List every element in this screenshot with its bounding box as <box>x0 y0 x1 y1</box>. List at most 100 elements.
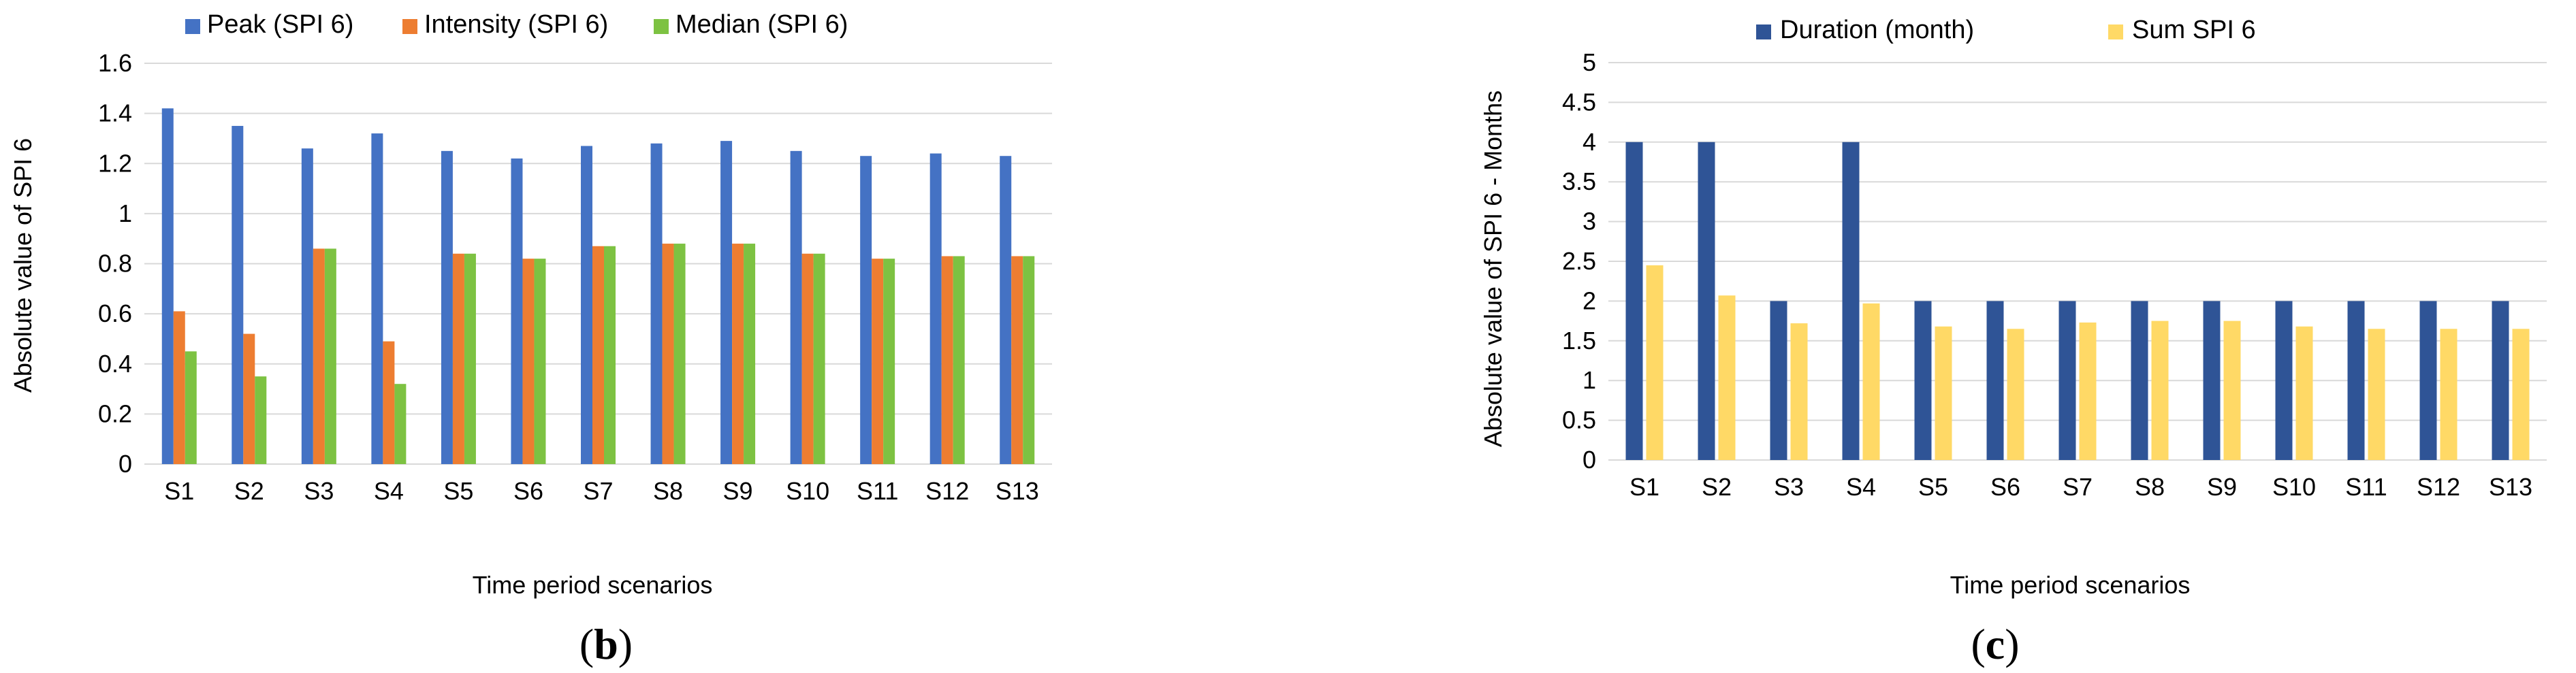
y-tick-label: 4.5 <box>1562 88 1596 116</box>
chart-b-legend: Peak (SPI 6) Intensity (SPI 6) Median (SPI… <box>185 10 848 39</box>
x-tick-label: S9 <box>2207 473 2237 501</box>
bar-sum-spi-6-s7 <box>2079 322 2097 460</box>
x-tick-label: S7 <box>583 477 613 505</box>
bar-peak-spi-6-s7 <box>581 146 592 464</box>
bar-sum-spi-6-s9 <box>2223 321 2241 460</box>
bar-median-spi-6-s1 <box>185 351 197 464</box>
bar-median-spi-6-s5 <box>464 253 476 464</box>
bar-intensity-spi-6-s7 <box>592 246 604 464</box>
bar-sum-spi-6-s5 <box>1935 326 1952 460</box>
bar-peak-spi-6-s10 <box>790 150 802 464</box>
x-tick-label: S12 <box>2417 473 2460 501</box>
bar-median-spi-6-s9 <box>744 244 756 464</box>
bar-sum-spi-6-s1 <box>1646 265 1664 460</box>
y-tick-label: 1 <box>1583 366 1596 394</box>
bar-intensity-spi-6-s8 <box>662 244 674 464</box>
chart-c-y-tick-labels: 0 0.5 1 1.5 2 2.5 3 3.5 4 4.5 5 <box>1562 48 1596 474</box>
bar-intensity-spi-6-s2 <box>243 333 255 464</box>
bar-duration-month-s9 <box>2203 301 2221 460</box>
y-tick-label: 1 <box>118 199 132 227</box>
bar-sum-spi-6-s4 <box>1862 303 1880 460</box>
x-tick-label: S7 <box>2063 473 2093 501</box>
bar-median-spi-6-s2 <box>255 376 267 464</box>
bar-median-spi-6-s11 <box>883 259 895 464</box>
chart-c-x-tick-labels: S1 S2 S3 S4 S5 S6 S7 S8 S9 S10 S11 S12 S13 <box>1629 473 2532 501</box>
x-tick-label: S2 <box>1702 473 1732 501</box>
bar-duration-month-s4 <box>1842 142 1860 461</box>
chart-b-bars <box>161 108 1035 465</box>
bar-sum-spi-6-s10 <box>2295 326 2313 460</box>
bar-median-spi-6-s7 <box>604 246 616 464</box>
bar-peak-spi-6-s12 <box>929 153 942 464</box>
bar-peak-spi-6-s2 <box>232 126 244 464</box>
chart-c-gridlines <box>1608 62 2547 461</box>
bar-peak-spi-6-s5 <box>441 150 453 464</box>
x-tick-label: S3 <box>304 477 334 505</box>
legend-label: Duration (month) <box>1780 16 1974 44</box>
y-tick-label: 0.4 <box>98 350 132 378</box>
chart-c-x-axis-title: Time period scenarios <box>1950 571 2191 599</box>
legend-swatch <box>1756 24 1771 39</box>
bar-intensity-spi-6-s6 <box>522 259 535 464</box>
bar-duration-month-s8 <box>2131 301 2148 460</box>
bar-peak-spi-6-s1 <box>161 108 174 464</box>
x-tick-label: S11 <box>2345 473 2387 501</box>
legend-label: Intensity (SPI 6) <box>424 10 608 39</box>
y-tick-label: 0 <box>118 450 132 478</box>
legend-swatch <box>654 19 669 34</box>
bar-intensity-spi-6-s10 <box>801 253 814 464</box>
y-tick-label: 0 <box>1583 446 1596 474</box>
bar-duration-month-s3 <box>1770 301 1787 460</box>
legend-swatch <box>402 19 417 34</box>
bar-intensity-spi-6-s5 <box>452 253 464 464</box>
legend-label: Peak (SPI 6) <box>207 10 353 39</box>
y-tick-label: 0.2 <box>98 399 132 427</box>
y-tick-label: 0.5 <box>1562 406 1596 434</box>
bar-duration-month-s13 <box>2492 301 2509 460</box>
y-tick-label: 2.5 <box>1562 247 1596 275</box>
x-tick-label: S9 <box>723 477 753 505</box>
chart-b-x-axis-title: Time period scenarios <box>473 571 713 599</box>
bar-duration-month-s5 <box>1914 301 1932 460</box>
y-tick-label: 0.8 <box>98 250 132 278</box>
x-tick-label: S10 <box>2272 473 2316 501</box>
y-tick-label: 4 <box>1583 128 1596 156</box>
bar-peak-spi-6-s6 <box>511 158 523 464</box>
chart-c-bars <box>1625 142 2530 461</box>
bar-duration-month-s1 <box>1625 142 1643 461</box>
chart-c-panel-label: (c) <box>1971 620 2019 668</box>
bar-duration-month-s7 <box>2058 301 2076 460</box>
bar-sum-spi-6-s11 <box>2368 329 2385 460</box>
bar-sum-spi-6-s8 <box>2151 321 2169 460</box>
y-tick-label: 5 <box>1583 48 1596 76</box>
bar-intensity-spi-6-s12 <box>941 256 953 464</box>
x-tick-label: S5 <box>1918 473 1948 501</box>
y-tick-label: 3.5 <box>1562 167 1596 195</box>
bar-intensity-spi-6-s13 <box>1011 256 1023 464</box>
bar-duration-month-s11 <box>2347 301 2365 460</box>
x-tick-label: S10 <box>786 477 829 505</box>
x-tick-label: S11 <box>857 477 898 505</box>
x-tick-label: S2 <box>234 477 264 505</box>
x-tick-label: S5 <box>443 477 473 505</box>
bar-median-spi-6-s6 <box>534 259 546 464</box>
x-tick-label: S8 <box>2135 473 2165 501</box>
chart-b-panel-label: (b) <box>579 620 633 668</box>
bar-median-spi-6-s3 <box>324 248 336 464</box>
bar-median-spi-6-s8 <box>673 244 686 464</box>
bar-median-spi-6-s12 <box>953 256 965 464</box>
chart-panel-b: 0 0.2 0.4 0.6 0.8 1 1.2 1.4 1.6 S1 S2 S3 S4 S5 S6 S7 S8… <box>9 10 1052 668</box>
y-tick-label: 2 <box>1583 286 1596 314</box>
bar-peak-spi-6-s3 <box>301 148 313 464</box>
bar-sum-spi-6-s12 <box>2440 329 2458 460</box>
y-tick-label: 1.5 <box>1562 327 1596 355</box>
x-tick-label: S4 <box>1846 473 1876 501</box>
bar-median-spi-6-s10 <box>813 253 825 464</box>
bar-peak-spi-6-s4 <box>371 133 383 464</box>
x-tick-label: S1 <box>164 477 194 505</box>
y-tick-label: 1.2 <box>98 149 132 177</box>
chart-c-legend: Duration (month) Sum SPI 6 <box>1756 16 2256 44</box>
legend-label: Sum SPI 6 <box>2132 16 2256 44</box>
